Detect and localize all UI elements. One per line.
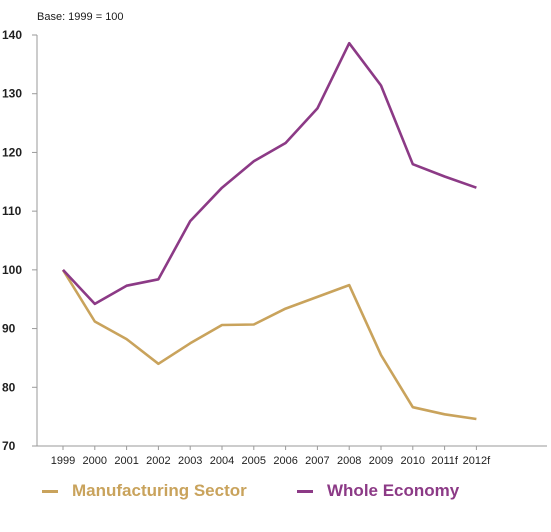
x-tick-label-2006: 2006: [273, 455, 297, 467]
series-line-whole-economy: [62, 41, 477, 306]
chart-subtitle: Base: 1999 = 100: [37, 11, 124, 23]
x-tick-label-2001: 2001: [114, 455, 138, 467]
y-ticks: 70 80 90 100 110 120 130 140: [2, 28, 37, 453]
y-tick-label-120: 120: [2, 145, 22, 159]
legend-item-whole-economy: Whole Economy: [297, 481, 459, 501]
x-tick-label-2008: 2008: [337, 455, 361, 467]
y-tick-label-100: 100: [2, 263, 22, 277]
x-tick-label-2000: 2000: [83, 455, 107, 467]
legend: Manufacturing Sector Whole Economy: [0, 481, 551, 509]
legend-swatch-manufacturing: [42, 489, 58, 493]
x-tick-label-2004: 2004: [210, 455, 234, 467]
x-ticks: 1999 2000 2001 2002 2003 2004 2005 2006 2007 2008…: [51, 446, 491, 467]
y-tick-label-90: 90: [2, 322, 16, 336]
x-tick-label-2002: 2002: [146, 455, 170, 467]
legend-label-manufacturing: Manufacturing Sector: [72, 481, 247, 500]
y-tick-label-70: 70: [2, 439, 16, 453]
x-tick-label-2009: 2009: [369, 455, 393, 467]
x-tick-label-2005: 2005: [242, 455, 266, 467]
y-tick-label-110: 110: [2, 204, 22, 218]
y-tick-label-140: 140: [2, 28, 22, 42]
series-lines: [61, 41, 477, 421]
y-tick-label-130: 130: [2, 87, 22, 101]
x-tick-label-2003: 2003: [178, 455, 202, 467]
x-tick-label-2011f: 2011f: [431, 455, 459, 467]
y-tick-label-80: 80: [2, 380, 16, 394]
x-tick-label-2012f: 2012f: [463, 455, 491, 467]
x-tick-label-2007: 2007: [305, 455, 329, 467]
legend-swatch-whole-economy: [297, 489, 313, 493]
legend-label-whole-economy: Whole Economy: [327, 481, 460, 500]
series-line-manufacturing-sector: [61, 269, 477, 421]
x-tick-label-2010: 2010: [401, 455, 425, 467]
x-tick-label-1999: 1999: [51, 455, 75, 467]
legend-item-manufacturing: Manufacturing Sector: [42, 481, 247, 501]
